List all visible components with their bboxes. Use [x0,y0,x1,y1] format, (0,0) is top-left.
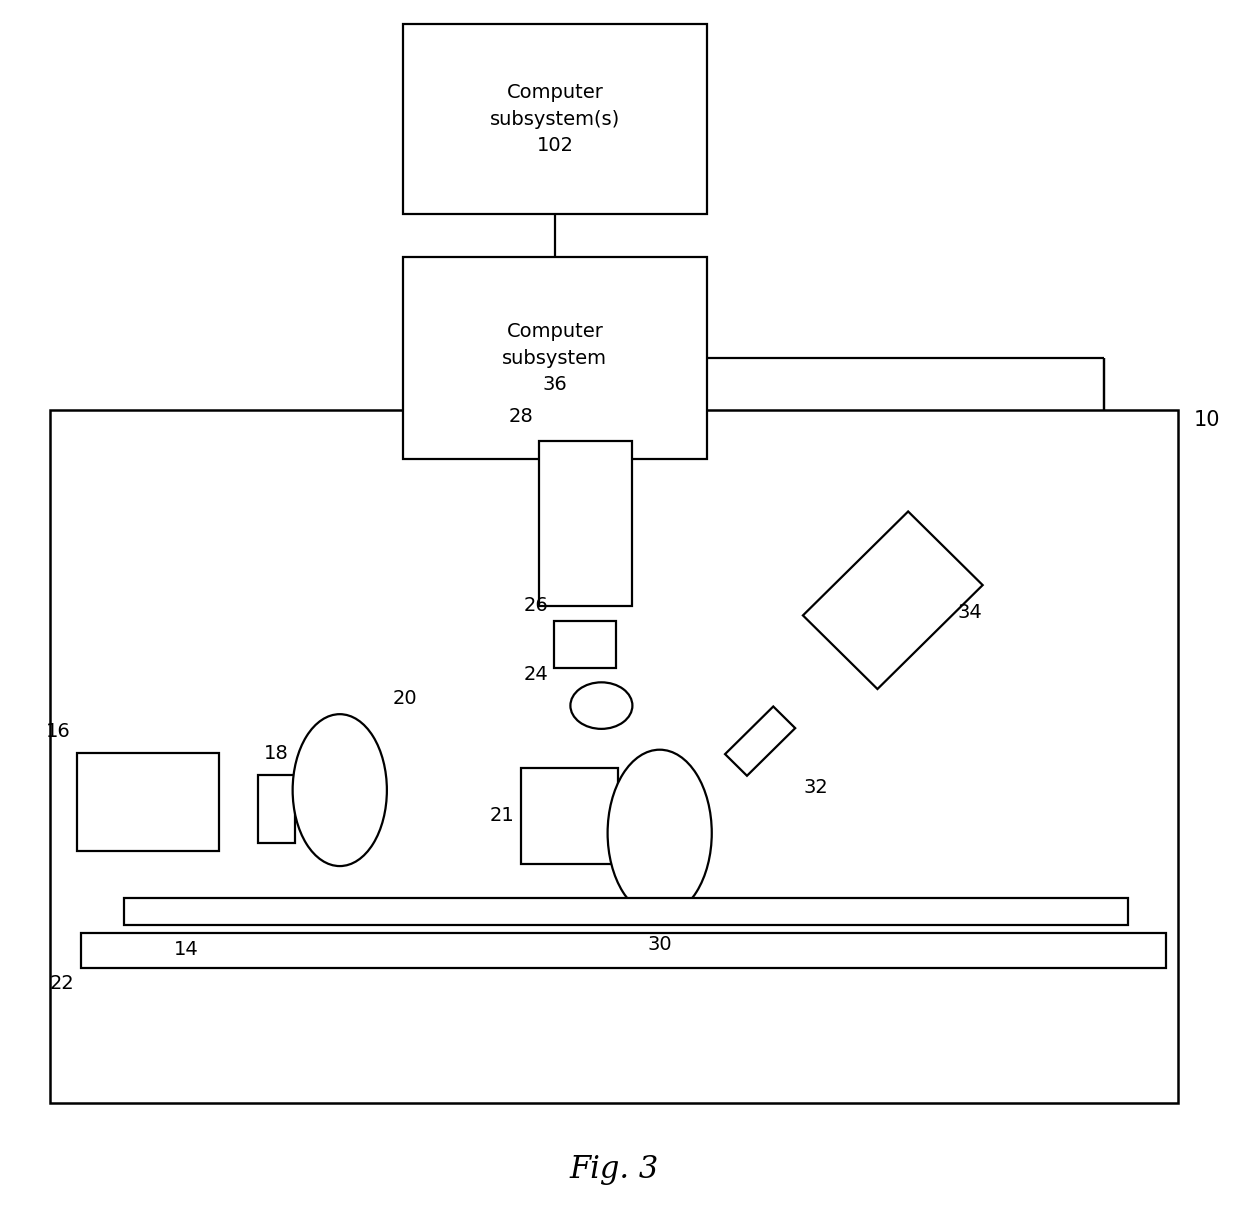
Text: 22: 22 [50,974,74,993]
Bar [554,621,616,668]
Text: 10: 10 [1194,410,1220,430]
Text: 32: 32 [804,778,828,797]
Text: 14: 14 [174,940,198,959]
Bar [403,257,707,459]
Bar [50,410,1178,1102]
Text: 34: 34 [957,603,982,622]
Bar [124,898,1128,925]
Text: Fig. 3: Fig. 3 [569,1154,658,1186]
Ellipse shape [608,750,712,916]
Text: 16: 16 [46,722,71,741]
Text: Computer
subsystem
36: Computer subsystem 36 [502,322,608,394]
Ellipse shape [293,714,387,866]
Text: 24: 24 [523,665,548,685]
Bar [77,753,219,851]
Polygon shape [804,512,982,688]
Bar [539,441,632,606]
Text: 21: 21 [490,806,515,826]
Text: 30: 30 [647,935,672,954]
Text: 28: 28 [508,407,533,426]
Bar [521,768,618,864]
Bar [258,775,295,843]
Bar [81,933,1166,968]
Text: Computer
subsystem(s)
102: Computer subsystem(s) 102 [490,83,620,156]
Text: 26: 26 [523,595,548,615]
Text: 18: 18 [264,744,289,763]
Text: 20: 20 [393,688,418,708]
Polygon shape [725,707,795,775]
Bar [403,24,707,214]
Ellipse shape [570,682,632,729]
